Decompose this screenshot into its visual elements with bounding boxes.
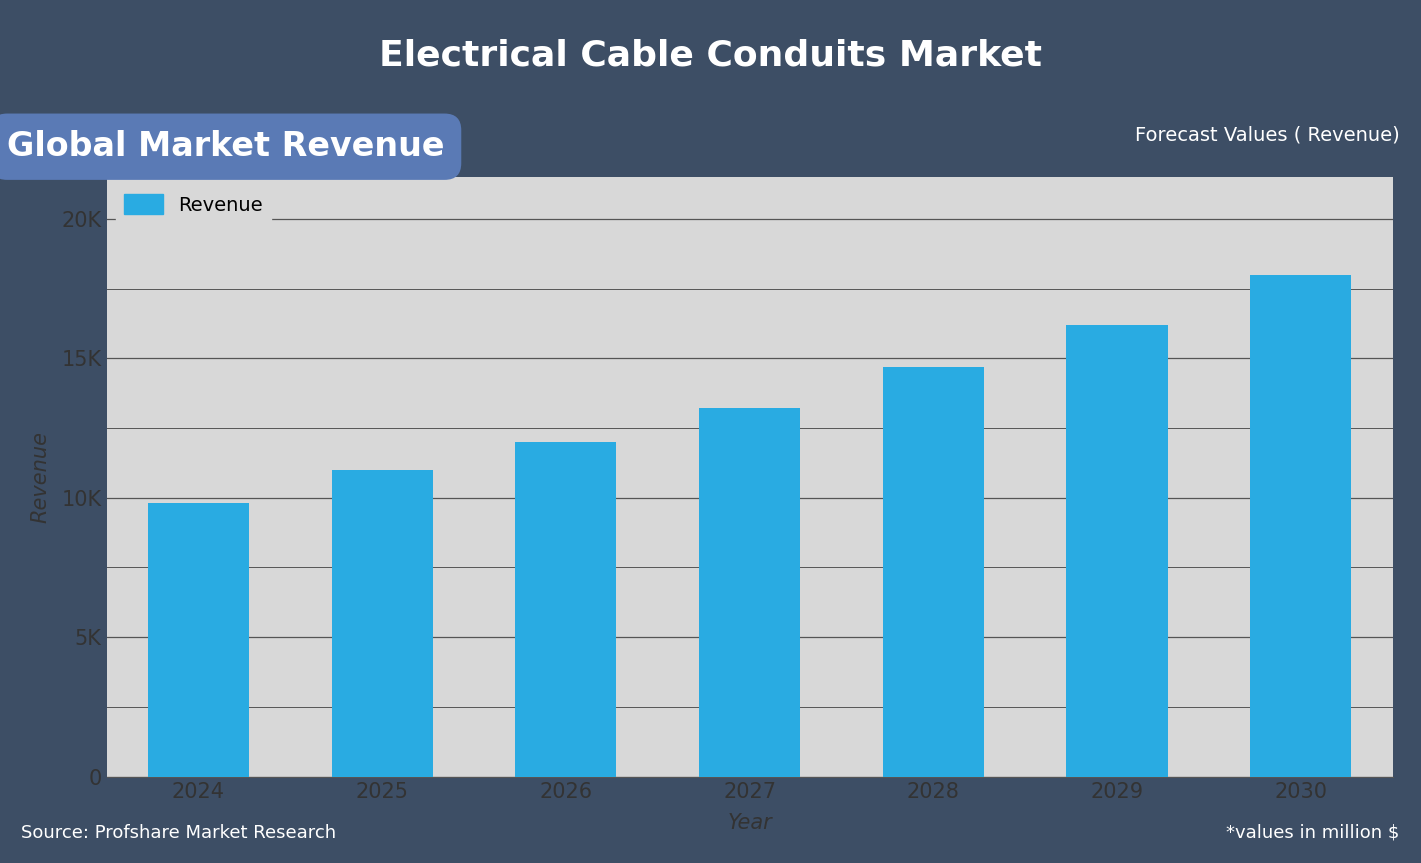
Text: Forecast Values ( Revenue): Forecast Values ( Revenue): [1135, 125, 1400, 144]
Bar: [699, 408, 800, 777]
Bar: [148, 503, 249, 777]
Bar: [1250, 274, 1351, 777]
Text: Global Market Revenue: Global Market Revenue: [7, 130, 445, 163]
Y-axis label: Revenue: Revenue: [30, 431, 51, 523]
X-axis label: Year: Year: [728, 813, 772, 833]
Text: Electrical Cable Conduits Market: Electrical Cable Conduits Market: [379, 39, 1042, 72]
Bar: [516, 442, 617, 777]
Bar: [882, 367, 983, 777]
Text: *values in million $: *values in million $: [1226, 824, 1400, 841]
Bar: [1067, 324, 1168, 777]
Text: Source: Profshare Market Research: Source: Profshare Market Research: [21, 824, 337, 841]
Bar: [331, 469, 432, 777]
Legend: Revenue: Revenue: [117, 186, 271, 223]
